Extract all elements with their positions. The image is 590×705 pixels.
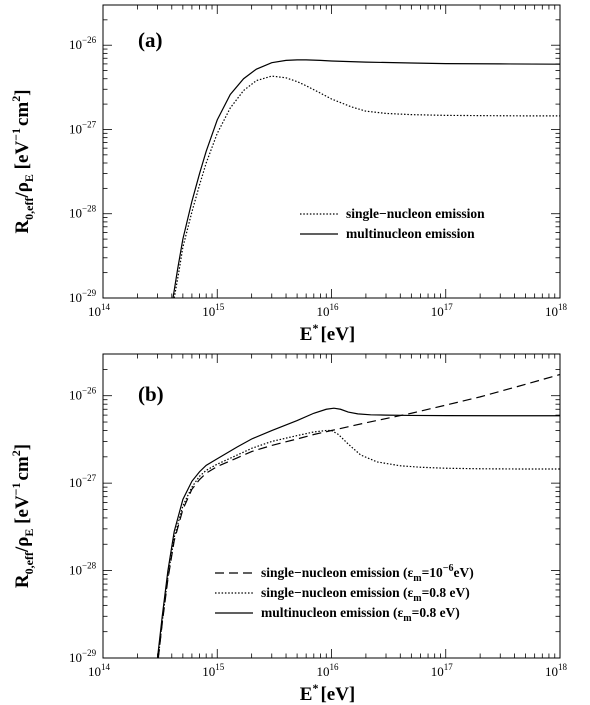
legend-label: single−nucleon emission	[346, 206, 485, 221]
x-tick-label: 1018	[545, 302, 568, 319]
x-axis-title: E* [eV]	[300, 681, 356, 705]
y-axis-title: R0,eff/ρE [eV−1cm2]	[9, 89, 36, 233]
legend-label: single−nucleon emission (εm=0.8 eV)	[261, 585, 470, 604]
y-tick-label: 10−27	[69, 119, 97, 136]
x-axis-title: E* [eV]	[300, 321, 356, 345]
series-line-dotted	[157, 429, 560, 658]
x-tick-label: 1014	[88, 662, 111, 679]
x-tick-label: 1016	[317, 302, 340, 319]
y-axis-title: R0,eff/ρE [eV−1cm2]	[9, 444, 36, 588]
series-line-dashed	[157, 373, 560, 658]
chart-panel-a: 1014 1015 1016 1017 1018 10−29 10−28 10−27 10−26…	[9, 4, 568, 345]
series-line-solid	[172, 59, 560, 298]
y-tick-label: 10−28	[69, 204, 97, 221]
y-tick-label: 10−28	[69, 561, 97, 578]
x-tick-label: 1014	[88, 302, 111, 319]
y-tick-label: 10−29	[69, 288, 97, 305]
x-tick-label: 1015	[202, 662, 225, 679]
panel-label: (b)	[138, 382, 164, 406]
y-tick-label: 10−27	[69, 473, 97, 490]
y-tick-label: 10−29	[69, 648, 97, 665]
plot-frame	[102, 4, 561, 299]
x-tick-label: 1016	[317, 662, 340, 679]
y-tick-label: 10−26	[69, 386, 97, 403]
legend-label: multinucleon emission	[346, 226, 475, 241]
x-tick-label: 1018	[545, 662, 568, 679]
x-tick-label: 1017	[431, 662, 454, 679]
legend-label: multinucleon emission (εm=0.8 eV)	[261, 605, 460, 624]
x-tick-label: 1015	[202, 302, 225, 319]
x-tick-label: 1017	[431, 302, 454, 319]
series-line-dotted	[173, 75, 560, 298]
panel-label: (a)	[138, 28, 163, 52]
legend-label: single−nucleon emission (εm=10−6eV)	[261, 563, 474, 584]
legend: single−nucleon emission multinucleon emis…	[300, 206, 485, 241]
series-line-solid	[156, 407, 560, 658]
chart-panel-b: 1014 1015 1016 1017 1018 10−29 10−28 10−27 10−26…	[9, 353, 568, 705]
y-tick-label: 10−26	[69, 35, 97, 52]
legend: single−nucleon emission (εm=10−6eV)singl…	[215, 563, 474, 624]
